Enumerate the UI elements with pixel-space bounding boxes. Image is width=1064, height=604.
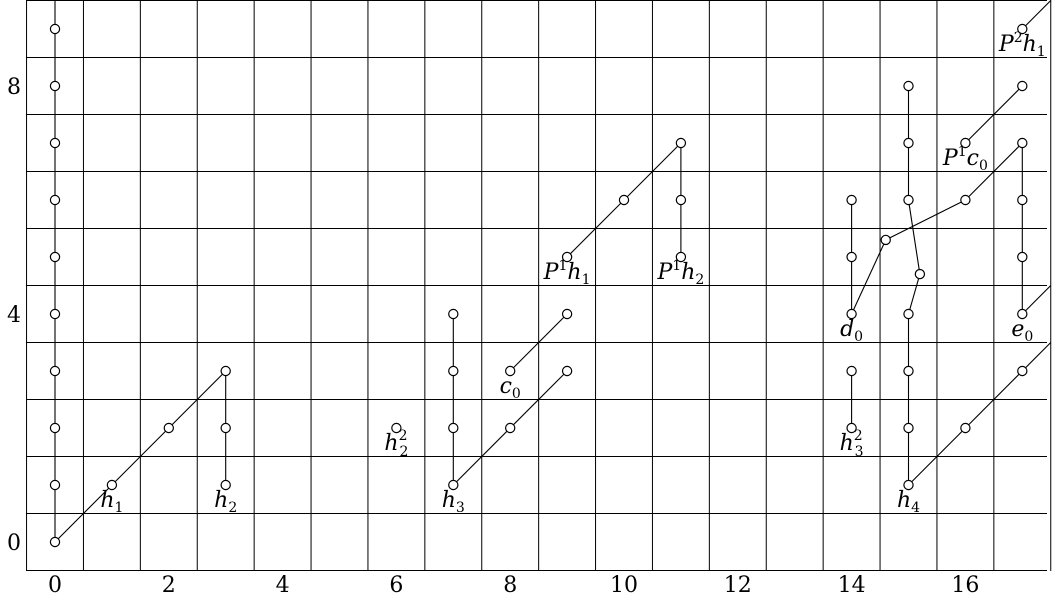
x-tick-label: 2: [162, 573, 176, 598]
data-point: [675, 137, 687, 149]
edge-line: [1021, 285, 1052, 315]
data-point: [675, 194, 687, 206]
edge-line: [965, 142, 1023, 201]
point-label: d0: [840, 317, 863, 345]
x-tick-label: 10: [610, 573, 638, 598]
data-point: [391, 422, 402, 434]
data-point: [1017, 365, 1028, 377]
point-labels: h1 h2 h2 2 h3 c0 P1h1 P1h2 d0 h2 3 h4 P1c0 e0 P2h1: [100, 30, 1045, 516]
edge-line: [907, 273, 921, 315]
data-point: [903, 194, 914, 206]
data-point: [561, 251, 573, 263]
edge-line: [1021, 0, 1052, 30]
data-point: [903, 479, 914, 491]
data-point: [1017, 137, 1028, 149]
data-point: [106, 479, 118, 491]
x-tick-label: 0: [48, 573, 62, 598]
data-point: [1017, 251, 1028, 263]
data-point: [561, 365, 573, 377]
data-point: [846, 422, 857, 434]
x-tick-label: 16: [951, 573, 979, 598]
data-point: [49, 422, 61, 434]
data-points: [49, 23, 1028, 548]
data-point: [505, 365, 516, 377]
data-point: [448, 365, 459, 377]
edge-line: [908, 342, 1052, 486]
data-point: [49, 194, 61, 206]
x-tick-label: 8: [503, 573, 517, 598]
data-point: [914, 268, 926, 280]
point-label: h2 2: [384, 428, 408, 460]
data-point: [505, 422, 516, 434]
data-point: [561, 308, 573, 320]
data-point: [960, 137, 971, 149]
data-point: [846, 251, 857, 263]
x-tick-label: 12: [724, 573, 752, 598]
point-label: P1h1: [543, 258, 591, 288]
data-point: [903, 80, 914, 92]
data-point: [846, 194, 857, 206]
y-axis-ticks: 0 4 8: [7, 75, 21, 556]
data-point: [49, 251, 61, 263]
data-point: [49, 80, 61, 92]
data-point: [903, 365, 914, 377]
data-point: [49, 536, 61, 548]
point-label: h2 3: [840, 428, 864, 460]
data-point: [846, 365, 857, 377]
point-label: h2: [214, 488, 237, 516]
edge-line: [885, 199, 966, 241]
point-label: h3: [442, 488, 465, 516]
data-point: [220, 422, 231, 434]
data-point: [1017, 194, 1028, 206]
edge-line: [851, 239, 887, 315]
data-point: [163, 422, 174, 434]
x-axis-ticks: 0 2 4 6 8 10 12 14 16: [48, 573, 979, 598]
data-point: [49, 308, 61, 320]
data-point: [903, 422, 914, 434]
point-label: e0: [1011, 317, 1033, 345]
data-point: [49, 479, 61, 491]
data-point: [49, 137, 61, 149]
point-label: c0: [500, 374, 521, 402]
data-point: [618, 194, 630, 206]
data-point: [960, 422, 971, 434]
data-point: [960, 194, 971, 206]
edge-line: [907, 199, 921, 275]
edge-line: [509, 313, 568, 372]
point-label: P1h2: [656, 258, 704, 288]
y-tick-label: 4: [7, 303, 21, 328]
data-point: [675, 251, 687, 263]
x-tick-label: 14: [838, 573, 866, 598]
y-tick-label: 8: [7, 75, 21, 100]
data-point: [903, 137, 914, 149]
data-point: [220, 479, 231, 491]
data-point: [903, 308, 914, 320]
data-point: [448, 479, 459, 491]
data-point: [49, 365, 61, 377]
data-point: [846, 308, 857, 320]
data-point: [220, 365, 231, 377]
x-tick-label: 6: [389, 573, 403, 598]
edge-line: [54, 370, 227, 543]
data-point: [1017, 23, 1028, 35]
data-point: [880, 234, 891, 246]
data-point: [49, 23, 61, 35]
connecting-lines: [54, 0, 1052, 543]
x-tick-label: 4: [276, 573, 290, 598]
point-label: h1: [100, 488, 123, 516]
edge-line: [965, 85, 1023, 144]
data-point: [1017, 80, 1028, 92]
y-tick-label: 0: [7, 531, 21, 556]
data-point: [448, 422, 459, 434]
point-label: h4: [897, 488, 920, 516]
data-point: [1017, 308, 1028, 320]
point-label: P2h1: [998, 30, 1046, 60]
point-label: P1c0: [942, 144, 988, 174]
data-point: [448, 308, 459, 320]
grid: [26, 0, 1052, 571]
